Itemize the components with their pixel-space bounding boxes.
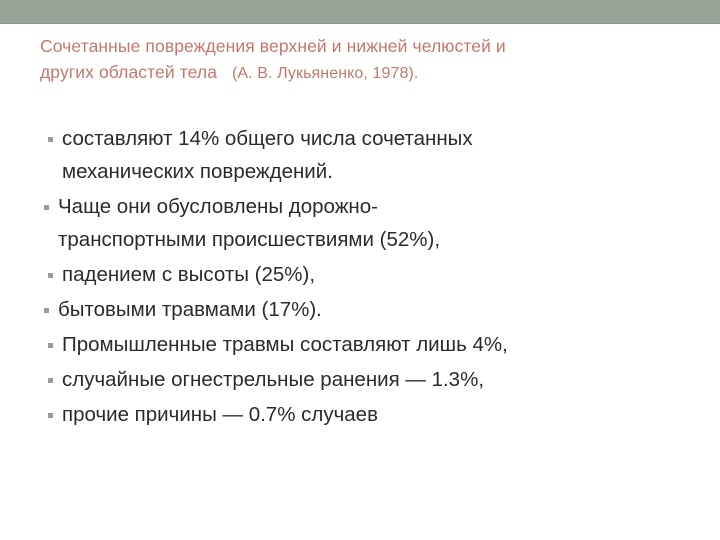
list-item-text: Чаще они обусловлены дорожно- транспортн… (58, 195, 441, 251)
list-item: прочие причины — 0.7% случаев (40, 398, 700, 431)
title-subject: других областей тела (40, 62, 218, 82)
list-item-text: падением с высоты (25%), (62, 263, 316, 286)
bullet-square-icon (44, 308, 49, 313)
bullet-square-icon (44, 205, 49, 210)
list-item-text: бытовыми травмами (17%). (58, 298, 322, 321)
bullet-square-icon (48, 378, 53, 383)
list-item: падением с высоты (25%), (40, 258, 700, 291)
bullet-square-icon (48, 413, 53, 418)
list-item-text: случайные огнестрельные ранения — 1.3%, (62, 368, 485, 391)
bullet-square-icon (48, 343, 53, 348)
list-item: случайные огнестрельные ранения — 1.3%, (40, 363, 700, 396)
list-item-text: составляют 14% общего числа сочетанных м… (62, 127, 473, 183)
title-line-1: Сочетанные повреждения верхней и нижней … (40, 36, 506, 56)
bullet-square-icon (48, 273, 53, 278)
decorative-top-band (0, 0, 720, 24)
list-item: Чаще они обусловлены дорожно- транспортн… (40, 190, 700, 256)
list-item: бытовыми травмами (17%). (40, 293, 700, 326)
bullet-list: составляют 14% общего числа сочетанных м… (40, 122, 700, 433)
bullet-square-icon (48, 137, 53, 142)
list-item: составляют 14% общего числа сочетанных м… (40, 122, 700, 188)
list-item-text: Промышленные травмы составляют лишь 4%, (62, 333, 508, 356)
list-item-text: прочие причины — 0.7% случаев (62, 403, 378, 426)
title-line-2: других областей тела (А. В. Лукьяненко, … (40, 59, 688, 87)
slide-title: Сочетанные повреждения верхней и нижней … (40, 33, 688, 87)
title-citation: (А. В. Лукьяненко, 1978). (231, 65, 419, 82)
list-item: Промышленные травмы составляют лишь 4%, (40, 328, 700, 361)
